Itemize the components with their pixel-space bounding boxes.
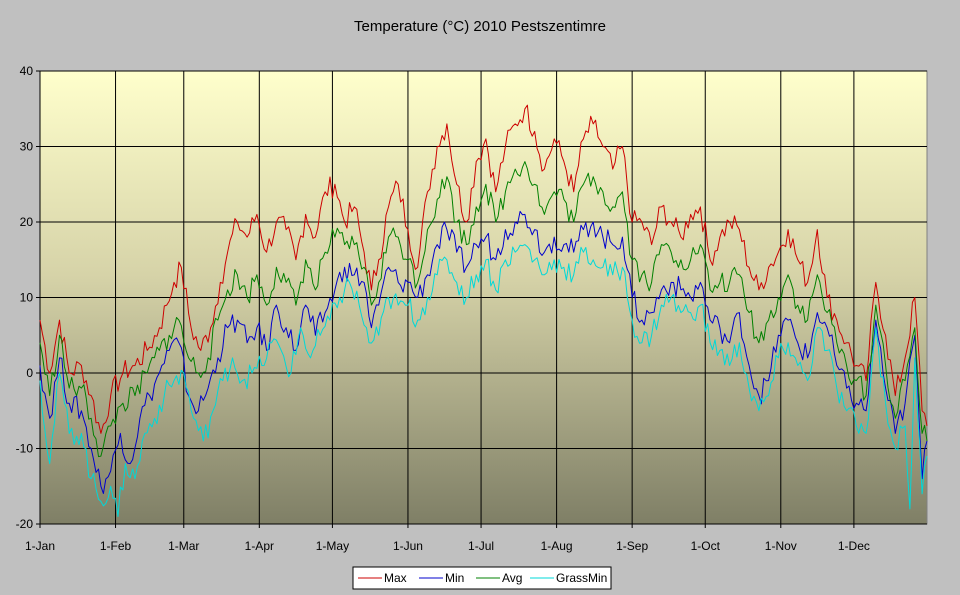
x-tick-label: 1-Nov (765, 539, 797, 553)
x-tick-label: 1-Dec (838, 539, 870, 553)
legend-label-min: Min (445, 571, 464, 585)
series-line-grassmin (39, 244, 928, 517)
x-tick-label: 1-Jul (468, 539, 494, 553)
grid-lines (39, 70, 927, 525)
chart-title: Temperature (°C) 2010 Pestszentimre (354, 18, 606, 35)
y-tick-label: 0 (26, 366, 33, 380)
series-line-min (39, 210, 928, 494)
x-tick-label: 1-Feb (100, 539, 132, 553)
x-tick-label: 1-Jun (393, 539, 423, 553)
series-line-avg (39, 161, 928, 458)
series-line-max (39, 104, 928, 434)
x-tick-label: 1-Oct (691, 539, 721, 553)
y-tick-label: 40 (20, 64, 34, 78)
x-tick-label: 1-Sep (616, 539, 648, 553)
x-tick-label: 1-Apr (245, 539, 274, 553)
y-tick-label: 20 (20, 215, 34, 229)
y-tick-label: 30 (20, 140, 34, 154)
y-tick-label: -10 (16, 442, 34, 456)
axis-labels: -20 -10 0 10 20 30 40 1-Jan 1-Feb 1-Mar 1-Apr 1-May… (16, 64, 870, 553)
series-lines (39, 104, 928, 517)
x-tick-label: 1-Aug (541, 539, 573, 553)
x-tick-label: 1-Jan (25, 539, 55, 553)
legend-label-grassmin: GrassMin (556, 571, 607, 585)
x-tick-label: 1-Mar (168, 539, 199, 553)
x-tick-label: 1-May (316, 539, 349, 553)
y-tick-label: 10 (20, 291, 34, 305)
legend-label-max: Max (384, 571, 407, 585)
y-tick-label: -20 (16, 517, 34, 531)
legend-label-avg: Avg (502, 571, 522, 585)
legend: Max Min Avg GrassMin (352, 566, 612, 590)
